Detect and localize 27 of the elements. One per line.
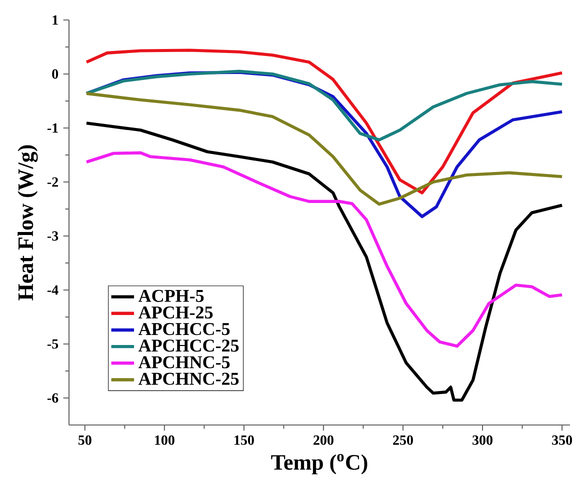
y-tick-label: -2: [47, 177, 58, 187]
legend-label: APCH-25: [138, 306, 213, 319]
x-axis-title: Temp ($^{o}$C): [271, 454, 368, 474]
x-tick-label: 100: [155, 435, 174, 445]
legend-label: APCHCC-5: [138, 323, 230, 336]
y-axis-title: Heat Flow (W/g): [18, 145, 38, 300]
y-tick-label: 1: [52, 15, 58, 25]
y-tick-label: -4: [47, 285, 58, 295]
line-series: [84, 48, 564, 194]
x-tick-label: 250: [393, 435, 413, 445]
y-tick-label: -5: [47, 339, 58, 349]
x-tick-label: 350: [552, 435, 572, 445]
y-tick-label: -3: [47, 231, 58, 241]
y-tick-label: -1: [47, 123, 58, 133]
y-tick-label: -6: [47, 393, 58, 403]
line-series: [84, 70, 564, 142]
line-series: [84, 92, 564, 206]
x-tick-label: 300: [472, 435, 492, 445]
x-tick-label: 50: [78, 435, 92, 445]
legend-label: APCHNC-5: [138, 356, 230, 368]
legend-label: APCHNC-25: [138, 372, 239, 385]
legend-label: ACPH-5: [138, 290, 204, 302]
x-tick-label: 200: [314, 435, 334, 445]
x-tick-label: 150: [234, 435, 254, 445]
y-tick-label: 0: [52, 69, 58, 79]
legend-label: APCHCC-25: [138, 340, 239, 352]
line-series: [84, 122, 564, 402]
